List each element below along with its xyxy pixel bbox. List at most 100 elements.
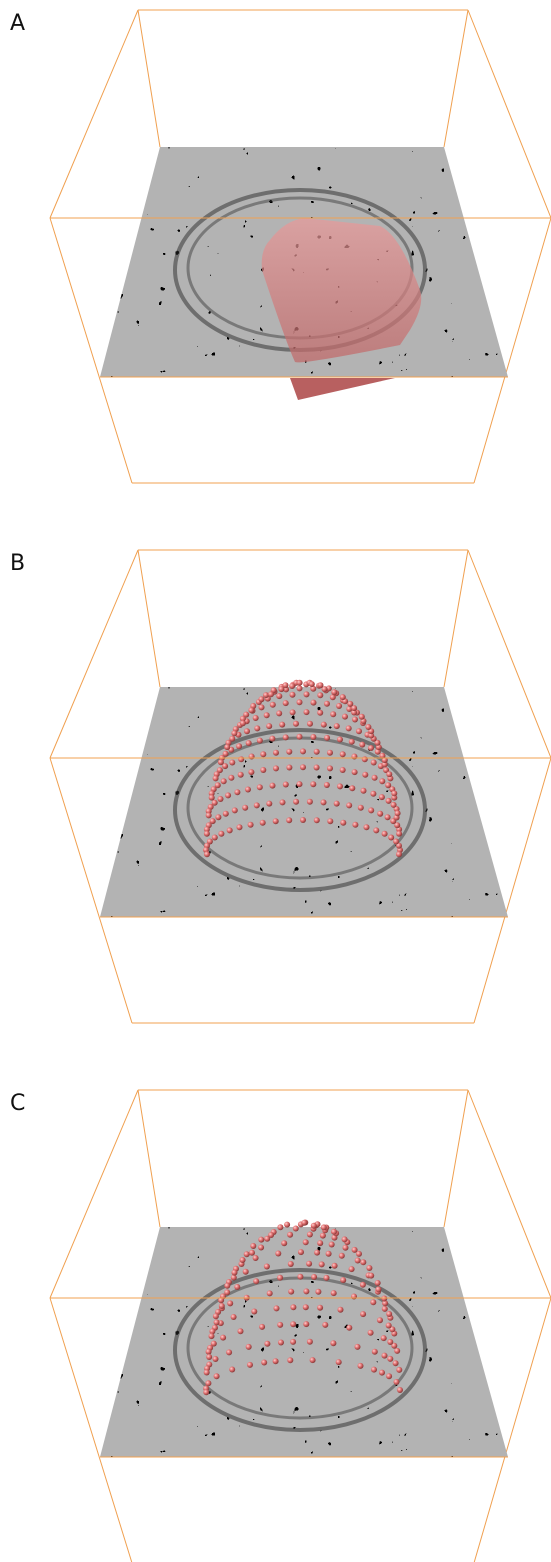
- particle: [297, 781, 303, 787]
- particle: [394, 1348, 400, 1354]
- particle: [203, 1389, 209, 1395]
- particle: [372, 775, 378, 781]
- particle: [225, 792, 231, 798]
- particle: [277, 1224, 283, 1230]
- particle: [330, 1340, 336, 1346]
- particle: [330, 711, 336, 717]
- particle: [386, 771, 392, 777]
- particle: [336, 703, 342, 709]
- particle: [227, 827, 233, 833]
- particle: [300, 748, 306, 754]
- particle: [204, 831, 210, 837]
- particle: [206, 1349, 212, 1355]
- particle: [248, 822, 254, 828]
- particle: [361, 788, 367, 794]
- particle: [281, 1240, 287, 1246]
- particle: [215, 814, 221, 820]
- particle: [287, 1357, 293, 1363]
- tomogram-slice: [100, 1227, 508, 1457]
- particle: [386, 1373, 392, 1379]
- particle: [319, 1261, 325, 1267]
- particle: [264, 1264, 270, 1270]
- particle: [386, 798, 392, 804]
- particle: [236, 743, 242, 749]
- particle: [371, 760, 377, 766]
- particle: [273, 818, 279, 824]
- particle: [284, 1222, 290, 1228]
- particle: [283, 782, 289, 788]
- particle: [259, 696, 265, 702]
- particle: [382, 831, 388, 837]
- particle: [254, 802, 260, 808]
- particle: [317, 1305, 323, 1311]
- particle: [249, 754, 255, 760]
- particle: [205, 1380, 211, 1386]
- particle: [267, 1290, 273, 1296]
- particle: [300, 764, 306, 770]
- particle: [340, 751, 346, 757]
- particle: [340, 1277, 346, 1283]
- particle: [263, 692, 269, 698]
- particle: [234, 789, 240, 795]
- particle: [278, 686, 284, 692]
- particle: [221, 778, 227, 784]
- particle: [307, 1232, 313, 1238]
- particle: [242, 805, 248, 811]
- particle: [311, 1223, 317, 1229]
- particle: [339, 1253, 345, 1259]
- particle: [331, 1290, 337, 1296]
- particle: [349, 785, 355, 791]
- panel-label: B: [10, 551, 25, 576]
- particle: [273, 765, 279, 771]
- particle: [218, 759, 224, 765]
- particle: [371, 1367, 377, 1373]
- particle: [283, 734, 289, 740]
- particle: [317, 1240, 323, 1246]
- particle: [260, 751, 266, 757]
- particle: [293, 1226, 299, 1232]
- particle: [258, 1245, 264, 1251]
- particle: [314, 817, 320, 823]
- particle: [227, 1300, 233, 1306]
- particle: [232, 807, 238, 813]
- panel: B: [10, 550, 551, 1023]
- panel: C: [10, 1090, 551, 1562]
- particle: [287, 1232, 293, 1238]
- panel-label: A: [10, 11, 25, 36]
- particle: [266, 723, 272, 729]
- particle: [379, 778, 385, 784]
- particle: [351, 1294, 357, 1300]
- particle: [289, 683, 295, 689]
- particle: [253, 1255, 259, 1261]
- particle: [327, 750, 333, 756]
- particle: [314, 749, 320, 755]
- particle: [219, 1303, 225, 1309]
- particle: [334, 723, 340, 729]
- particle: [259, 1324, 265, 1330]
- particle: [387, 1356, 393, 1362]
- particle: [213, 775, 219, 781]
- particle: [340, 767, 346, 773]
- particle: [220, 1335, 226, 1341]
- particle: [366, 1265, 372, 1271]
- particle: [370, 791, 376, 797]
- particle: [278, 1340, 284, 1346]
- particle: [362, 772, 368, 778]
- particle: [279, 722, 285, 728]
- particle: [382, 1353, 388, 1359]
- particle: [329, 1242, 335, 1248]
- particle: [311, 1274, 317, 1280]
- particle: [386, 1311, 392, 1317]
- particle: [240, 720, 246, 726]
- particle: [318, 682, 324, 688]
- particle: [223, 811, 229, 817]
- particle: [334, 801, 340, 807]
- particle: [340, 820, 346, 826]
- particle: [206, 812, 212, 818]
- particle: [352, 769, 358, 775]
- particle: [297, 734, 303, 740]
- particle: [320, 1233, 326, 1239]
- particle: [251, 1309, 257, 1315]
- particle: [298, 1249, 304, 1255]
- particle: [232, 1270, 238, 1276]
